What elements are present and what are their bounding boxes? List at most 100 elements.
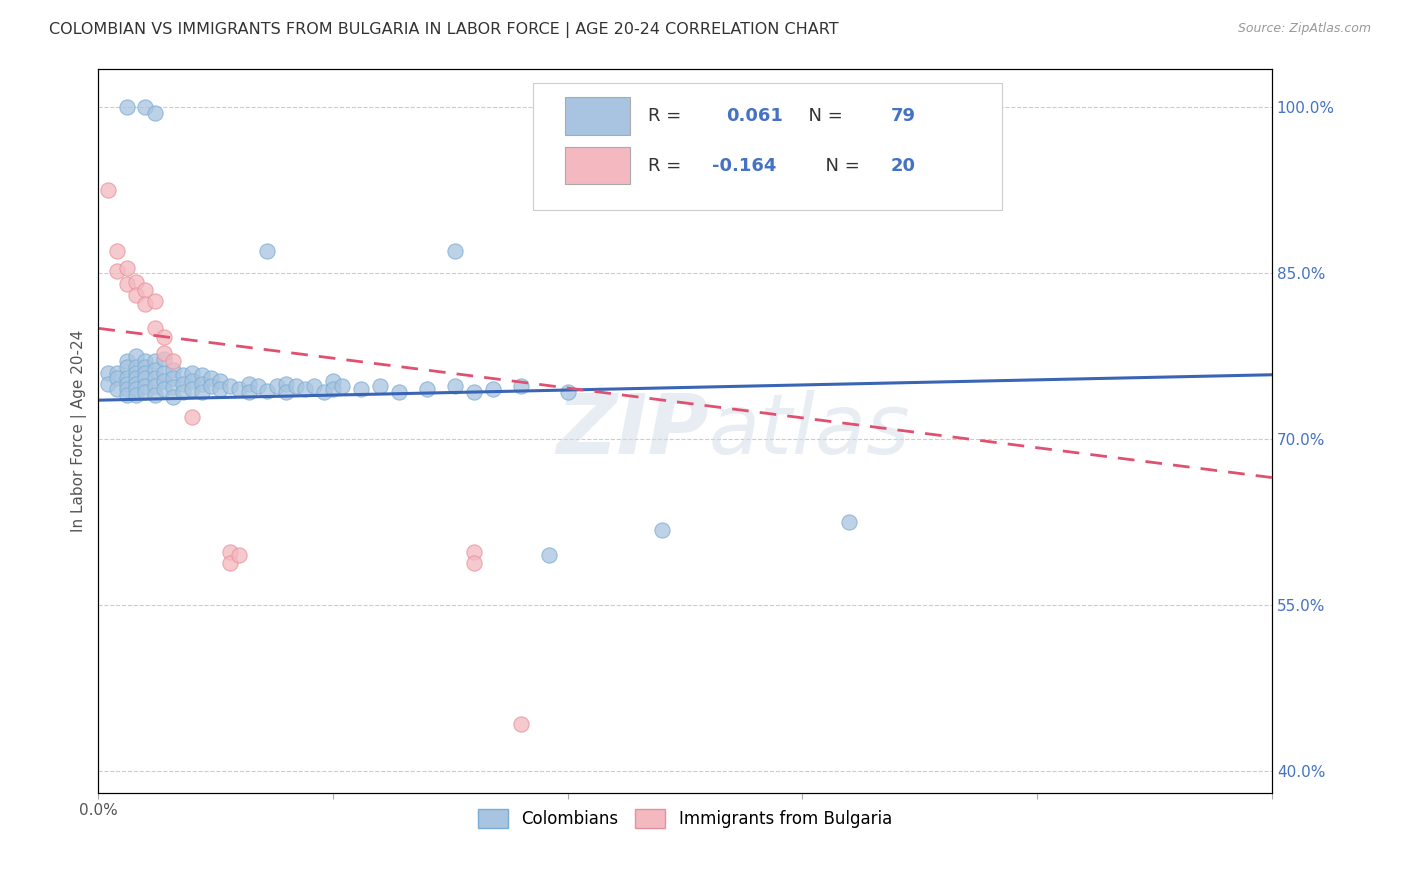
Point [97,183,120,197]
Point [416,382,439,396]
Point [209,382,232,396]
Point [218,379,240,393]
Point [153,366,176,380]
Text: R =: R = [648,157,686,175]
Point [143,379,166,393]
Point [246,379,269,393]
Point [162,390,184,404]
Point [134,379,156,393]
Point [162,371,184,385]
Y-axis label: In Labor Force | Age 20-24: In Labor Force | Age 20-24 [72,329,87,532]
Point [97,366,120,380]
Point [463,556,485,570]
Point [368,379,391,393]
Point [537,548,560,562]
Point [134,283,156,297]
Point [143,354,166,368]
Point [134,366,156,380]
Point [284,379,307,393]
Point [143,293,166,308]
Point [294,382,316,396]
Point [238,376,260,391]
Text: ZIP: ZIP [555,390,709,471]
Point [105,371,128,385]
Point [266,379,288,393]
Point [509,379,531,393]
Point [115,382,138,396]
Point [651,523,673,537]
Point [218,544,240,558]
Point [697,105,720,120]
Point [134,354,156,368]
Point [444,244,467,258]
Point [125,376,148,391]
Point [153,352,176,367]
Bar [565,146,630,185]
Point [105,382,128,396]
Point [125,349,148,363]
Point [115,100,138,114]
Point [304,379,326,393]
Point [181,382,204,396]
Point [153,382,176,396]
Point [125,366,148,380]
Point [125,371,148,385]
Point [153,330,176,344]
Point [115,260,138,275]
Text: atlas: atlas [709,390,910,471]
Point [143,105,166,120]
Point [274,385,297,400]
Point [350,382,373,396]
Point [238,385,260,400]
Point [134,297,156,311]
Point [172,376,194,391]
Point [153,345,176,359]
Point [463,385,485,400]
Point [125,288,148,302]
Point [256,244,278,258]
Point [209,375,232,389]
Point [190,385,212,400]
Point [481,382,503,396]
Point [312,385,335,400]
Point [274,376,297,391]
Point [228,382,250,396]
Point [134,385,156,400]
Point [190,376,212,391]
Point [143,363,166,377]
Point [115,371,138,385]
Point [125,387,148,401]
Point [153,375,176,389]
Text: Source: ZipAtlas.com: Source: ZipAtlas.com [1237,22,1371,36]
Point [143,387,166,401]
Point [838,515,860,529]
Point [162,363,184,377]
Point [172,385,194,400]
Point [134,371,156,385]
FancyBboxPatch shape [533,83,1002,210]
Point [332,379,354,393]
Point [256,384,278,399]
Point [322,382,344,396]
Point [200,379,222,393]
Point [181,366,204,380]
Point [651,105,673,120]
Point [115,277,138,292]
Bar [565,97,630,136]
Point [105,244,128,258]
Point [181,375,204,389]
Point [115,354,138,368]
Legend: Colombians, Immigrants from Bulgaria: Colombians, Immigrants from Bulgaria [471,803,898,835]
Text: N =: N = [814,157,866,175]
Point [200,371,222,385]
Point [125,382,148,396]
Point [172,368,194,382]
Text: 20: 20 [890,157,915,175]
Point [557,385,579,400]
Text: 0.061: 0.061 [727,107,783,125]
Point [115,387,138,401]
Point [444,379,467,393]
Point [134,359,156,374]
Point [322,375,344,389]
Point [105,264,128,278]
